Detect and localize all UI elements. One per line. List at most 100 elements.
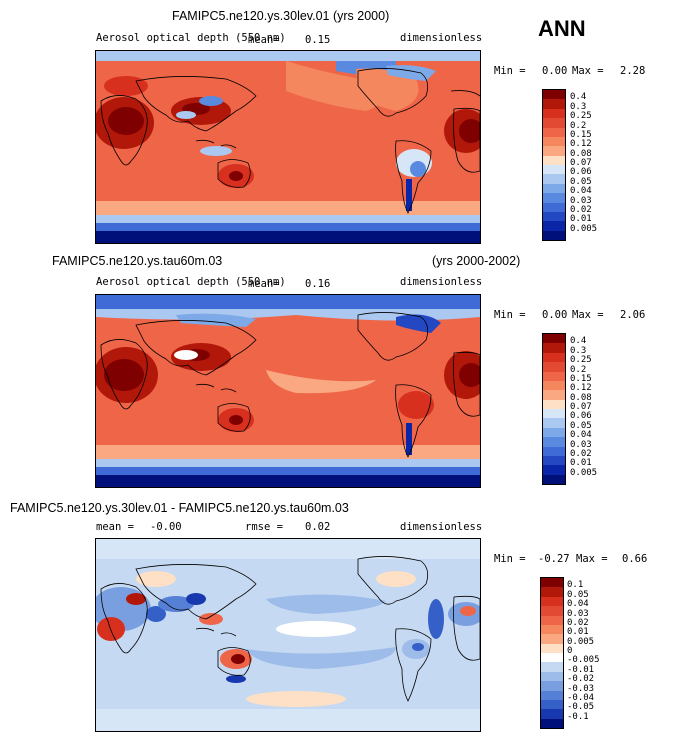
panel1-map: [95, 50, 481, 244]
panel1-colorbar: [542, 89, 566, 241]
colorbar-level-label: 0.12: [570, 139, 592, 150]
colorbar-swatch: [543, 455, 565, 466]
colorbar-level-label: 0.04: [570, 430, 592, 441]
colorbar-level-label: 0.2: [570, 364, 587, 375]
colorbar-level-label: 0.005: [567, 636, 595, 647]
colorbar-swatch: [543, 427, 565, 438]
colorbar-level-label: 0.08: [570, 148, 592, 159]
panel2-units: dimensionless: [400, 276, 483, 288]
colorbar-level-label: 0.15: [570, 129, 592, 140]
colorbar-level-label: -0.1: [567, 711, 589, 722]
colorbar-swatch: [543, 155, 565, 165]
colorbar-level-label: 0.02: [570, 204, 592, 215]
colorbar-level-label: -0.04: [567, 692, 595, 703]
panel1-mean-value: 0.15: [305, 34, 331, 46]
panel1-min-label: Min =: [494, 65, 526, 77]
panel3-rmse-value: 0.02: [305, 521, 331, 533]
colorbar-swatch: [543, 193, 565, 203]
panel3-mean-value: -0.00: [150, 521, 182, 533]
colorbar-swatch: [543, 390, 565, 400]
panel2-title: FAMIPC5.ne120.ys.tau60m.03: [52, 254, 223, 268]
colorbar-swatch: [543, 362, 565, 372]
colorbar-level-label: 0.3: [570, 345, 587, 356]
colorbar-swatch: [543, 399, 565, 409]
colorbar-level-label: 0.05: [570, 420, 592, 431]
colorbar-swatch: [541, 643, 563, 653]
colorbar-level-label: 0.05: [570, 176, 592, 187]
colorbar-swatch: [541, 699, 563, 710]
colorbar-level-label: 0.03: [570, 439, 592, 450]
colorbar-swatch: [543, 380, 565, 391]
colorbar-level-label: 0.06: [570, 411, 592, 422]
panel3-max-label: Max =: [576, 553, 608, 565]
colorbar-level-label: 0.3: [570, 101, 587, 112]
colorbar-swatch: [541, 690, 563, 700]
colorbar-swatch: [543, 418, 565, 428]
colorbar-swatch: [543, 118, 565, 128]
panel2-years: (yrs 2000-2002): [432, 254, 521, 268]
colorbar-level-label: 0.25: [570, 355, 592, 366]
colorbar-swatch: [543, 146, 565, 156]
colorbar-swatch: [543, 108, 565, 119]
panel3-min-value: -0.27: [538, 553, 570, 565]
colorbar-level-label: 0.06: [570, 167, 592, 178]
panel3-units: dimensionless: [400, 521, 483, 533]
colorbar-level-label: 0.005: [570, 467, 598, 478]
colorbar-level-label: -0.05: [567, 702, 595, 713]
colorbar-swatch: [543, 174, 565, 184]
panel3-min-label: Min =: [494, 553, 526, 565]
colorbar-swatch: [543, 99, 565, 109]
panel2-min-value: 0.00: [542, 309, 568, 321]
panel2-max-label: Max =: [572, 309, 604, 321]
season-label: ANN: [538, 16, 586, 41]
colorbar-swatch: [543, 474, 565, 484]
colorbar-level-label: -0.02: [567, 674, 595, 685]
colorbar-swatch: [543, 465, 565, 475]
colorbar-level-label: -0.01: [567, 664, 595, 675]
colorbar-swatch: [543, 230, 565, 240]
panel1-units: dimensionless: [400, 32, 483, 44]
panel2-map: [95, 294, 481, 488]
panel1-title: FAMIPC5.ne120.ys.30lev.01 (yrs 2000): [172, 9, 390, 23]
panel2-min-label: Min =: [494, 309, 526, 321]
colorbar-level-label: 0.02: [567, 617, 589, 628]
colorbar-level-label: 0.4: [570, 336, 587, 347]
panel1-field-label: Aerosol optical depth (550 nm): [96, 32, 286, 44]
panel1-max-label: Max =: [572, 65, 604, 77]
colorbar-level-label: 0.08: [570, 392, 592, 403]
colorbar-swatch: [543, 446, 565, 456]
colorbar-level-label: 0.25: [570, 111, 592, 122]
colorbar-level-label: 0.1: [567, 580, 584, 591]
colorbar-swatch: [543, 202, 565, 212]
colorbar-level-label: 0.02: [570, 448, 592, 459]
colorbar-level-label: 0.15: [570, 373, 592, 384]
colorbar-level-label: 0.005: [570, 223, 598, 234]
colorbar-swatch: [543, 221, 565, 231]
panel2-max-value: 2.06: [620, 309, 646, 321]
colorbar-swatch: [541, 662, 563, 672]
colorbar-swatch: [543, 136, 565, 147]
colorbar-swatch: [543, 371, 565, 381]
panel3-map-svg: [96, 539, 480, 731]
colorbar-swatch: [543, 437, 565, 447]
colorbar-swatch: [541, 681, 563, 691]
colorbar-swatch: [541, 634, 563, 644]
colorbar-level-label: 0.04: [570, 186, 592, 197]
colorbar-swatch: [543, 343, 565, 353]
colorbar-swatch: [541, 615, 563, 625]
colorbar-swatch: [543, 409, 565, 419]
panel1-min-value: 0.00: [542, 65, 568, 77]
colorbar-swatch: [541, 587, 563, 597]
panel3-max-value: 0.66: [622, 553, 648, 565]
colorbar-swatch: [541, 606, 563, 616]
colorbar-level-label: 0.07: [570, 402, 592, 412]
colorbar-level-label: -0.005: [567, 655, 600, 666]
colorbar-level-label: 0.01: [570, 458, 592, 469]
colorbar-swatch: [543, 211, 565, 222]
panel3-map: [95, 538, 481, 732]
panel3-mean-label: mean =: [96, 521, 134, 533]
panel1-map-svg: [96, 51, 480, 243]
panel2-colorbar: [542, 333, 566, 485]
colorbar-level-label: 0.12: [570, 383, 592, 394]
colorbar-level-label: 0.03: [567, 608, 589, 619]
